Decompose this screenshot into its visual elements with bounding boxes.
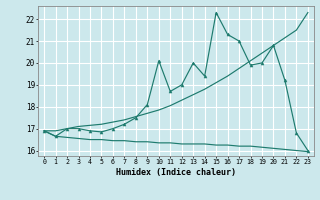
X-axis label: Humidex (Indice chaleur): Humidex (Indice chaleur) <box>116 168 236 177</box>
